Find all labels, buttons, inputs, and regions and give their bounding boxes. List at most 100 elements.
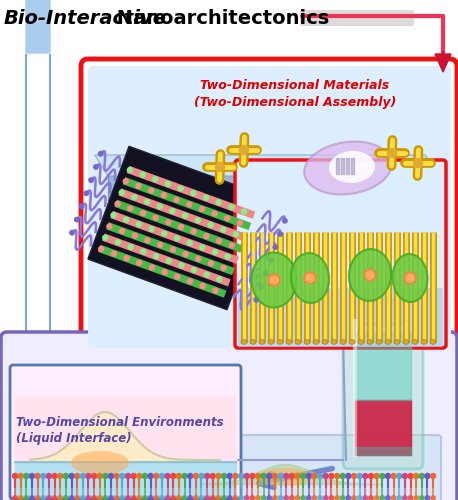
Circle shape: [363, 474, 368, 478]
Circle shape: [183, 213, 188, 218]
Circle shape: [205, 496, 209, 500]
Polygon shape: [102, 234, 231, 286]
Bar: [355, 400, 411, 455]
Circle shape: [161, 192, 166, 198]
Circle shape: [284, 496, 289, 500]
Circle shape: [222, 474, 227, 478]
Circle shape: [221, 227, 226, 232]
Circle shape: [103, 474, 108, 478]
Circle shape: [306, 496, 311, 500]
Circle shape: [425, 496, 430, 500]
Circle shape: [109, 496, 113, 500]
Circle shape: [329, 496, 334, 500]
Circle shape: [175, 274, 180, 279]
Bar: [336, 158, 339, 174]
Circle shape: [12, 474, 17, 478]
Circle shape: [125, 474, 131, 478]
Circle shape: [142, 474, 147, 478]
Text: Bio-Interactive: Bio-Interactive: [4, 8, 167, 28]
Circle shape: [174, 236, 180, 241]
Circle shape: [13, 496, 17, 500]
Ellipse shape: [412, 340, 418, 344]
Circle shape: [306, 474, 311, 478]
Ellipse shape: [394, 340, 400, 344]
Circle shape: [111, 212, 116, 218]
Circle shape: [176, 496, 181, 500]
Circle shape: [259, 284, 263, 289]
Ellipse shape: [340, 340, 346, 344]
FancyBboxPatch shape: [88, 66, 451, 348]
Circle shape: [153, 215, 158, 220]
Ellipse shape: [349, 249, 391, 301]
Ellipse shape: [385, 340, 391, 344]
Circle shape: [295, 496, 300, 500]
Circle shape: [176, 474, 181, 478]
Polygon shape: [119, 188, 247, 242]
Ellipse shape: [349, 340, 355, 344]
Circle shape: [323, 474, 328, 478]
Circle shape: [203, 196, 208, 200]
Ellipse shape: [259, 340, 265, 344]
Circle shape: [233, 474, 238, 478]
Circle shape: [178, 186, 183, 191]
Circle shape: [70, 230, 74, 235]
Circle shape: [210, 474, 215, 478]
Circle shape: [402, 474, 407, 478]
FancyBboxPatch shape: [343, 312, 423, 469]
Polygon shape: [106, 222, 235, 275]
Circle shape: [120, 496, 125, 500]
Circle shape: [141, 210, 146, 216]
Circle shape: [63, 474, 68, 478]
Circle shape: [158, 242, 163, 248]
Circle shape: [318, 496, 322, 500]
Circle shape: [35, 474, 40, 478]
Circle shape: [284, 474, 289, 478]
Circle shape: [166, 258, 171, 264]
Circle shape: [69, 496, 74, 500]
Circle shape: [84, 191, 88, 196]
Circle shape: [195, 218, 200, 223]
Circle shape: [391, 474, 396, 478]
Circle shape: [397, 496, 402, 500]
Circle shape: [182, 496, 187, 500]
Circle shape: [132, 233, 137, 238]
Circle shape: [239, 474, 244, 478]
Circle shape: [171, 474, 176, 478]
Ellipse shape: [71, 451, 129, 475]
FancyBboxPatch shape: [10, 365, 241, 499]
Circle shape: [205, 474, 210, 478]
Circle shape: [369, 496, 373, 500]
FancyBboxPatch shape: [10, 435, 441, 500]
Circle shape: [216, 200, 221, 205]
Circle shape: [239, 496, 243, 500]
Circle shape: [273, 474, 278, 478]
Circle shape: [115, 240, 120, 245]
Circle shape: [263, 272, 268, 276]
Circle shape: [120, 228, 125, 234]
Circle shape: [267, 474, 272, 478]
Circle shape: [170, 208, 175, 214]
Circle shape: [35, 496, 40, 500]
Circle shape: [89, 178, 93, 182]
Circle shape: [103, 235, 108, 240]
Circle shape: [153, 254, 158, 258]
Circle shape: [148, 496, 153, 500]
Circle shape: [41, 474, 46, 478]
Circle shape: [210, 496, 215, 500]
Circle shape: [273, 496, 277, 500]
Circle shape: [204, 234, 209, 238]
Circle shape: [391, 496, 396, 500]
Circle shape: [81, 496, 85, 500]
Circle shape: [183, 252, 188, 256]
Circle shape: [363, 496, 368, 500]
Circle shape: [149, 265, 154, 270]
Circle shape: [229, 204, 234, 210]
Circle shape: [98, 246, 104, 252]
Circle shape: [385, 474, 390, 478]
Text: Nanoarchitectonics: Nanoarchitectonics: [110, 8, 329, 28]
Circle shape: [29, 474, 34, 478]
Circle shape: [187, 240, 192, 246]
Circle shape: [193, 474, 198, 478]
Circle shape: [136, 222, 142, 227]
Circle shape: [98, 152, 103, 156]
